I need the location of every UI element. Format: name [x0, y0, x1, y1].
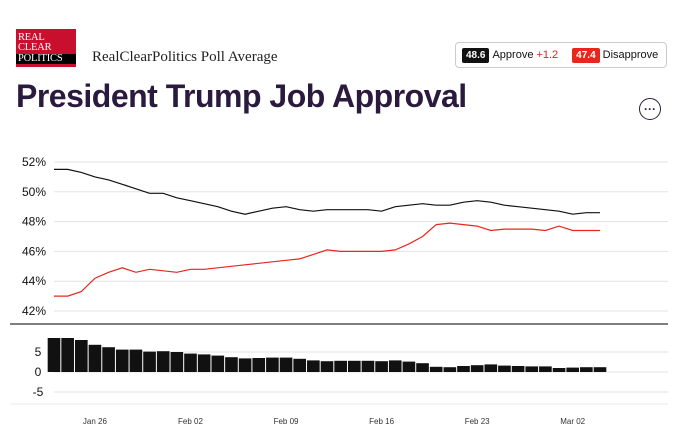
spread-bar: [388, 360, 402, 372]
logo-line-1: REAL: [18, 31, 45, 43]
spread-bar: [102, 347, 115, 372]
disapprove-label: Disapprove: [602, 49, 659, 61]
spread-bar: [498, 365, 511, 372]
disapprove-value-badge: 47.4: [572, 47, 600, 63]
spread-bar: [156, 351, 170, 372]
y-tick-label: 0: [35, 365, 42, 379]
spread-bar: [225, 357, 238, 372]
spread-bar: [511, 366, 525, 372]
y-tick-label: 5: [35, 345, 42, 359]
spread-bar: [457, 366, 470, 372]
spread-bar: [375, 361, 388, 372]
spread-bar: [279, 357, 293, 372]
spread-bar: [61, 338, 74, 372]
spread-bar: [143, 351, 156, 372]
spread-bar: [184, 353, 197, 372]
y-tick-label: 46%: [22, 244, 46, 258]
spread-bar: [484, 364, 498, 372]
chart-title: President Trump Job Approval: [16, 78, 467, 114]
x-tick-label: Mar 02: [560, 417, 585, 426]
spread-bar: [320, 361, 334, 372]
spread-bar: [470, 365, 484, 372]
spread-bar: [197, 354, 211, 372]
y-tick-label: 52%: [22, 155, 46, 169]
spread-bar: [238, 358, 252, 372]
poll-average-subtitle: RealClearPolitics Poll Average: [92, 49, 278, 65]
x-tick-label: Jan 26: [83, 417, 108, 426]
spread-bar: [593, 367, 607, 372]
y-tick-label: 50%: [22, 185, 46, 199]
more-horizontal-icon: ···: [644, 102, 656, 116]
rcp-logo[interactable]: REAL CLEAR POLITICS: [16, 29, 76, 67]
spread-bar: [74, 340, 88, 372]
approve-line: [54, 168, 600, 215]
spread-bar: [429, 366, 443, 372]
more-options-button[interactable]: ···: [639, 98, 661, 120]
y-tick-label: -5: [33, 385, 44, 399]
y-tick-label: 44%: [22, 274, 46, 288]
spread-bar: [539, 366, 552, 372]
spread-bar: [552, 368, 566, 372]
spread-bar: [47, 338, 61, 372]
spread-bar: [88, 344, 102, 372]
spread-bar: [211, 355, 225, 372]
approve-value-badge: 48.6: [462, 47, 490, 63]
x-tick-label: Feb 23: [465, 417, 490, 426]
x-tick-label: Feb 02: [178, 417, 203, 426]
spread-bar: [129, 349, 143, 372]
approve-label: Approve: [492, 49, 534, 61]
x-tick-label: Feb 16: [369, 417, 394, 426]
spread-bar: [307, 360, 320, 372]
spread-bar: [266, 357, 279, 372]
logo-line-2: CLEAR: [18, 41, 52, 53]
logo-line-3: POLITICS: [16, 53, 76, 64]
x-tick-label: Feb 09: [274, 417, 299, 426]
spread-bar: [361, 360, 375, 372]
spread-bar: [334, 360, 347, 372]
spread-bar: [293, 358, 307, 372]
spread-bar: [115, 349, 129, 372]
spread-bar: [580, 367, 593, 372]
y-tick-label: 48%: [22, 215, 46, 229]
spread-bar: [416, 363, 429, 372]
spread-bar: [525, 366, 539, 372]
spread-bar: [347, 360, 361, 372]
legend: 48.6 Approve +1.2 47.4 Disapprove: [455, 42, 667, 68]
spread-bar: [170, 352, 184, 372]
disapprove-line: [54, 222, 600, 297]
y-tick-label: 42%: [22, 304, 46, 318]
spread-bar: [402, 361, 416, 372]
spread-bar: [443, 367, 457, 372]
spread-bar: [566, 367, 580, 372]
approve-change: +1.2: [536, 49, 559, 61]
spread-bar: [252, 358, 266, 372]
